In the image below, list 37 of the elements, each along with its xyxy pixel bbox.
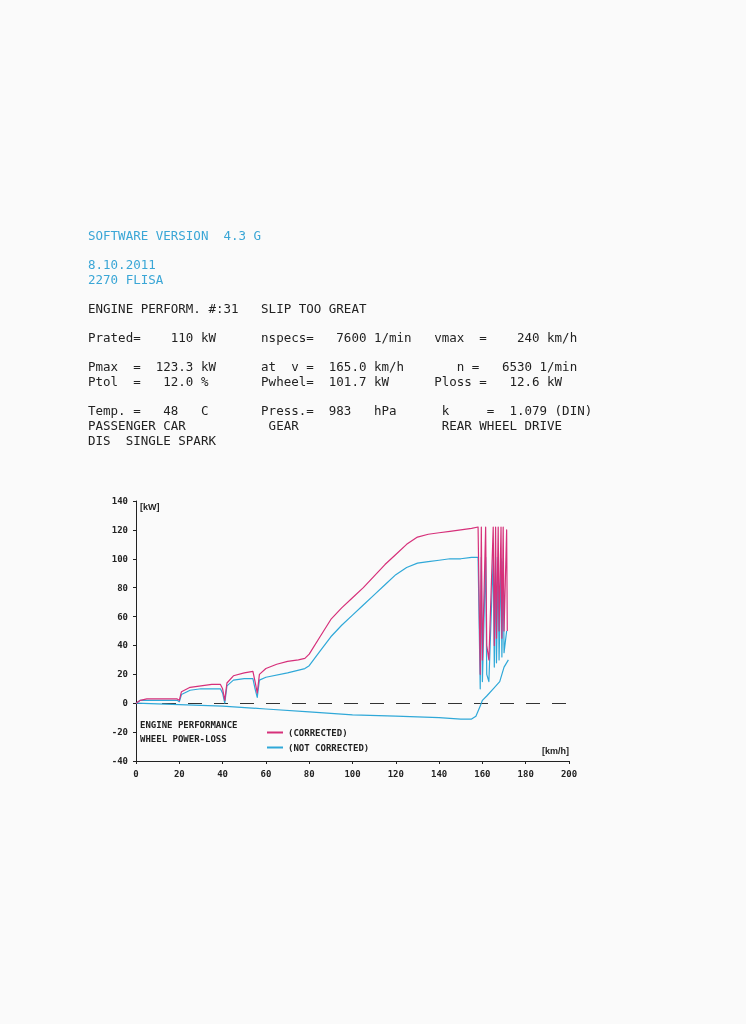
text: Temp. = 48 C Press.= 983 hPa k = 1.079 (DIN) [88, 403, 593, 418]
y-tick-label: 60 [117, 611, 128, 622]
y-tick-label: -20 [111, 727, 128, 738]
x-tick-label: 200 [560, 768, 578, 779]
text: Pmax = 123.3 kW at v = 165.0 km/h n = 6530 1/min [88, 359, 579, 374]
text: PASSENGER CAR GEAR REAR WHEEL DRIVE [88, 418, 564, 433]
x-tick-label: 60 [260, 768, 272, 779]
y-tick-label: 120 [111, 524, 128, 535]
y-tick-label: 80 [117, 582, 128, 593]
x-tick-label: 160 [474, 768, 491, 779]
annotation: ENGINE PERFORMANCE [140, 719, 238, 730]
annotation: WHEEL POWER-LOSS [140, 733, 227, 744]
y-tick-label: 20 [117, 669, 128, 680]
y-tick-label: 0 [122, 698, 128, 709]
text: SOFTWARE VERSION 4.3 G [88, 228, 263, 243]
x-tick-label: 120 [387, 768, 404, 779]
x-tick-label: 180 [517, 768, 534, 779]
text: Prated= 110 kW nspecs= 7600 1/min vmax = 240 km/h [88, 330, 579, 345]
x-tick-label: 140 [430, 768, 448, 779]
y-tick-label: 40 [117, 640, 128, 651]
x-tick-label: 0 [133, 768, 139, 779]
x-tick-label: 80 [303, 768, 315, 779]
x-tick-label: 40 [217, 768, 229, 779]
text: DIS SINGLE SPARK [88, 433, 217, 448]
x-axis-title: [km/h] [542, 745, 569, 756]
y-tick-label: 140 [111, 496, 128, 506]
legend-label: (NOT CORRECTED) [288, 742, 370, 753]
legend-label: (CORRECTED) [288, 727, 348, 738]
text: ENGINE PERFORM. #:31 SLIP TOO GREAT [88, 301, 368, 316]
text: Ptol = 12.0 % Pwheel= 101.7 kW Ploss = 12.6 kW [88, 374, 564, 389]
x-tick-label: 20 [173, 768, 185, 779]
x-tick-label: 100 [344, 768, 361, 779]
y-tick-label: -40 [111, 756, 128, 766]
text: 8.10.2011 [88, 257, 157, 272]
y-tick-label: 100 [111, 553, 128, 564]
text: 2270 FLISA [88, 272, 165, 287]
y-axis-title: [kW] [140, 501, 160, 512]
